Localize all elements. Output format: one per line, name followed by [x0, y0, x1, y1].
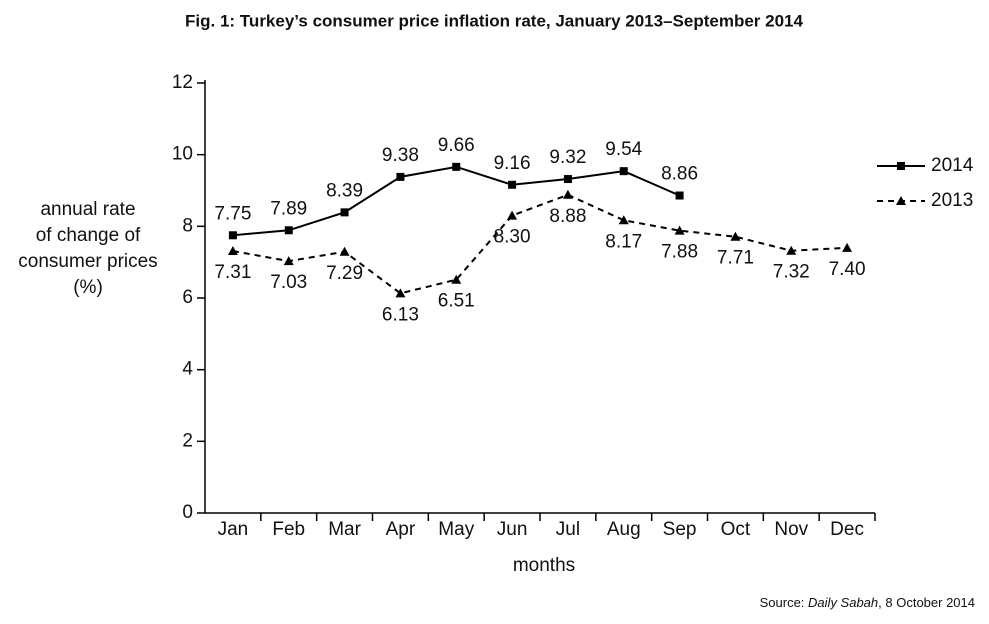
source-suffix: , 8 October 2014 — [878, 595, 975, 610]
value-label: 9.16 — [494, 153, 531, 174]
value-label: 7.88 — [661, 242, 698, 263]
value-label: 7.03 — [270, 272, 307, 293]
marker — [395, 288, 406, 298]
y-tick-label: 0 — [182, 502, 193, 523]
value-label: 8.88 — [549, 206, 586, 227]
y-axis-label: (%) — [73, 277, 103, 298]
value-label: 9.54 — [605, 139, 642, 160]
legend-label: 2013 — [931, 190, 973, 211]
x-tick-label: Apr — [386, 519, 416, 540]
marker — [508, 180, 517, 189]
y-axis-label: of change of — [36, 225, 141, 246]
x-tick-label: Jul — [556, 519, 580, 540]
x-tick-label: Mar — [328, 519, 361, 540]
marker — [896, 196, 906, 205]
value-label: 9.66 — [438, 135, 475, 156]
x-tick-label: May — [438, 519, 474, 540]
chart-title: Fig. 1: Turkey’s consumer price inflatio… — [185, 11, 803, 30]
source-name: Daily Sabah — [808, 595, 878, 610]
x-tick-label: Aug — [607, 519, 641, 540]
x-tick-label: Jun — [497, 519, 528, 540]
marker — [396, 172, 405, 181]
x-tick-label: Sep — [663, 519, 697, 540]
value-label: 8.86 — [661, 164, 698, 185]
value-label: 6.13 — [382, 304, 419, 325]
value-label: 8.30 — [494, 227, 531, 248]
marker — [227, 246, 238, 256]
x-tick-label: Oct — [721, 519, 751, 540]
y-tick-label: 4 — [182, 359, 193, 380]
marker — [675, 191, 684, 200]
x-axis-label: months — [513, 555, 575, 576]
y-tick-label: 6 — [182, 287, 193, 308]
y-tick-label: 2 — [182, 430, 193, 451]
value-label: 8.17 — [605, 231, 642, 252]
marker — [563, 175, 572, 184]
x-tick-label: Jan — [218, 519, 249, 540]
value-label: 6.51 — [438, 291, 475, 312]
value-label: 8.39 — [326, 180, 363, 201]
marker — [562, 189, 573, 199]
marker — [228, 231, 237, 240]
marker — [451, 274, 462, 284]
value-label: 7.89 — [270, 198, 307, 219]
value-label: 7.29 — [326, 263, 363, 284]
marker — [507, 210, 518, 220]
marker — [339, 246, 350, 256]
marker — [674, 225, 685, 235]
series-line — [232, 193, 848, 295]
y-tick-label: 8 — [182, 215, 193, 236]
source-prefix: Source: — [760, 595, 805, 610]
value-label: 7.31 — [214, 262, 251, 283]
y-axis-label: consumer prices — [18, 251, 157, 272]
marker — [284, 226, 293, 235]
x-tick-label: Dec — [830, 519, 864, 540]
y-axis-label: annual rate — [40, 199, 135, 220]
y-tick-label: 10 — [172, 144, 193, 165]
marker — [842, 242, 853, 252]
marker — [283, 256, 294, 266]
marker — [786, 245, 797, 255]
legend-label: 2014 — [931, 155, 974, 176]
value-label: 9.32 — [549, 147, 586, 168]
value-label: 7.75 — [214, 203, 251, 224]
source: Source: Daily Sabah, 8 October 2014 — [760, 595, 975, 610]
value-label: 7.71 — [717, 248, 754, 269]
value-label: 7.40 — [829, 259, 866, 280]
marker — [452, 162, 461, 171]
marker — [897, 162, 905, 170]
value-label: 9.38 — [382, 145, 419, 166]
marker — [618, 215, 629, 225]
x-tick-label: Nov — [774, 519, 808, 540]
marker — [619, 167, 628, 176]
y-tick-label: 12 — [172, 72, 193, 93]
x-tick-label: Feb — [272, 519, 305, 540]
value-label: 7.32 — [773, 262, 810, 283]
marker — [340, 208, 349, 217]
marker — [730, 231, 741, 241]
